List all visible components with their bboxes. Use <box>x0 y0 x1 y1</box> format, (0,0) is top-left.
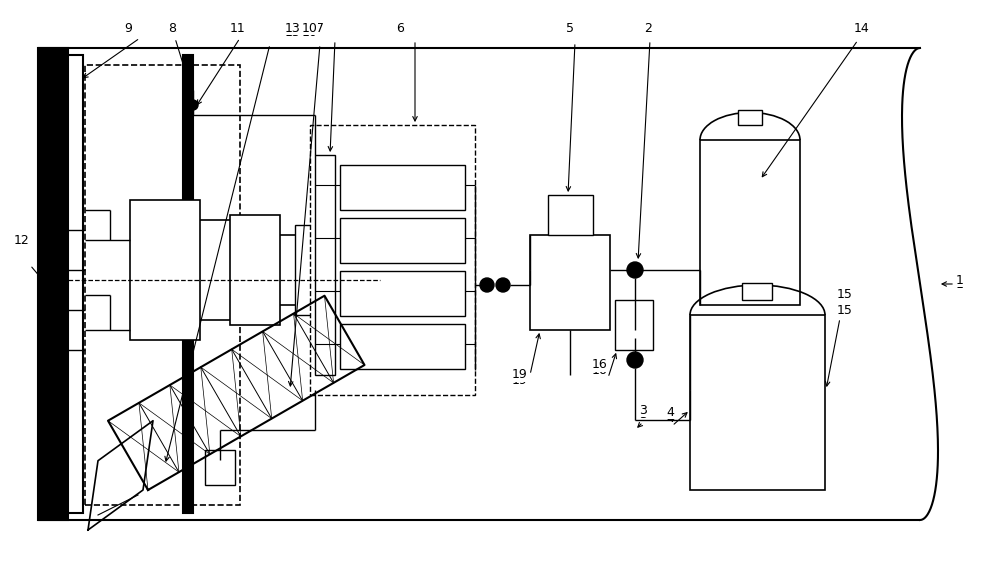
Text: 8: 8 <box>168 21 176 34</box>
Text: 5: 5 <box>566 21 574 34</box>
Circle shape <box>480 278 494 292</box>
Text: 16: 16 <box>592 359 608 372</box>
Text: 16: 16 <box>592 364 608 377</box>
Text: 14: 14 <box>854 21 870 34</box>
Bar <box>530 235 610 330</box>
Bar <box>205 450 235 485</box>
Bar <box>340 218 465 263</box>
Circle shape <box>188 100 198 110</box>
Text: 15: 15 <box>837 303 853 316</box>
Bar <box>295 225 315 315</box>
Bar <box>38 48 68 520</box>
Text: 14: 14 <box>854 24 870 37</box>
Text: 11: 11 <box>230 24 246 37</box>
Bar <box>183 55 193 513</box>
Text: 6: 6 <box>396 21 404 34</box>
Text: 13: 13 <box>285 21 301 34</box>
Text: 5: 5 <box>566 24 574 37</box>
Bar <box>548 195 593 235</box>
Text: 12: 12 <box>14 233 30 246</box>
Circle shape <box>627 352 643 368</box>
Text: 3: 3 <box>639 403 647 416</box>
Bar <box>340 324 465 369</box>
Text: 9: 9 <box>124 21 132 34</box>
Bar <box>738 110 762 125</box>
Text: 11: 11 <box>230 21 246 34</box>
Text: 4: 4 <box>666 406 674 418</box>
Bar <box>130 200 200 340</box>
Circle shape <box>627 262 643 278</box>
Text: 10: 10 <box>302 21 318 34</box>
Text: 2: 2 <box>644 24 652 37</box>
Bar <box>340 271 465 316</box>
Bar <box>230 215 280 325</box>
Text: 6: 6 <box>396 24 404 37</box>
Bar <box>340 165 465 210</box>
Text: 15: 15 <box>837 289 853 302</box>
Text: 19: 19 <box>512 368 528 381</box>
Bar <box>315 155 335 375</box>
Circle shape <box>496 278 510 292</box>
Text: 1: 1 <box>956 277 964 290</box>
Text: 1: 1 <box>956 274 964 287</box>
Text: 19: 19 <box>512 373 528 386</box>
Text: 7: 7 <box>316 21 324 34</box>
Bar <box>615 300 653 350</box>
Bar <box>310 125 475 395</box>
Text: 4: 4 <box>666 412 674 425</box>
Bar <box>742 283 772 300</box>
Text: 2: 2 <box>644 21 652 34</box>
Text: 8: 8 <box>168 24 176 37</box>
Text: 7: 7 <box>316 24 324 37</box>
Bar <box>700 140 800 305</box>
Text: 13: 13 <box>285 27 301 39</box>
Text: 10: 10 <box>302 27 318 39</box>
Bar <box>85 65 240 505</box>
Bar <box>68 55 83 513</box>
Text: 12: 12 <box>14 233 30 246</box>
Bar <box>690 315 825 490</box>
Text: 3: 3 <box>639 408 647 421</box>
Text: 9: 9 <box>124 24 132 37</box>
